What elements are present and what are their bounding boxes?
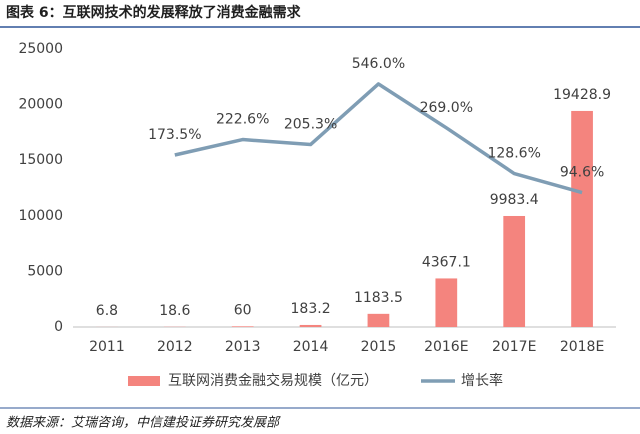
bar-label: 1183.5 xyxy=(354,290,403,306)
legend-label: 增长率 xyxy=(461,372,503,389)
bar-label: 4367.1 xyxy=(422,254,471,270)
line xyxy=(174,82,583,195)
x-tick-label: 2017E xyxy=(492,339,536,355)
bar xyxy=(503,215,526,327)
bar xyxy=(435,278,458,327)
legend-label: 互联网消费金融交易规模（亿元） xyxy=(168,372,378,389)
line-label: 269.0% xyxy=(420,100,473,116)
source: 数据来源：艾瑞咨询，中信建投证券研究发展部 xyxy=(6,415,281,431)
y-tick-label: 20000 xyxy=(18,97,63,113)
y-tick-label: 15000 xyxy=(18,152,63,168)
line-label: 94.6% xyxy=(560,165,604,181)
x-tick-label: 2015 xyxy=(361,339,397,355)
line-label: 222.6% xyxy=(216,112,269,128)
line-label: 205.3% xyxy=(284,117,337,133)
x-tick-label: 2011 xyxy=(89,339,125,355)
bar-label: 6.8 xyxy=(96,303,118,319)
bar xyxy=(367,313,390,327)
x-tick-label: 2016E xyxy=(424,339,468,355)
chart-title: 图表 6：互联网技术的发展释放了消费金融需求 xyxy=(6,4,302,21)
x-tick-label: 2012 xyxy=(157,339,193,355)
y-tick-label: 5000 xyxy=(27,263,63,279)
y-tick-label: 0 xyxy=(54,319,63,335)
bar-label: 19428.9 xyxy=(553,87,611,103)
line-label: 173.5% xyxy=(148,127,201,143)
bar-label: 18.6 xyxy=(159,303,190,319)
bar-label: 183.2 xyxy=(291,301,331,317)
bar-label: 60 xyxy=(234,302,252,318)
bar xyxy=(231,326,254,327)
legend-swatch xyxy=(128,376,160,386)
y-tick-label: 10000 xyxy=(18,208,63,224)
x-tick-label: 2014 xyxy=(293,339,329,355)
line-label: 128.6% xyxy=(487,146,540,162)
x-tick-label: 2018E xyxy=(560,339,604,355)
y-tick-label: 25000 xyxy=(18,41,63,57)
bar-label: 9983.4 xyxy=(490,192,539,208)
line-label: 546.0% xyxy=(352,56,405,72)
bar xyxy=(299,324,322,327)
x-tick-label: 2013 xyxy=(225,339,261,355)
bar xyxy=(571,110,593,328)
